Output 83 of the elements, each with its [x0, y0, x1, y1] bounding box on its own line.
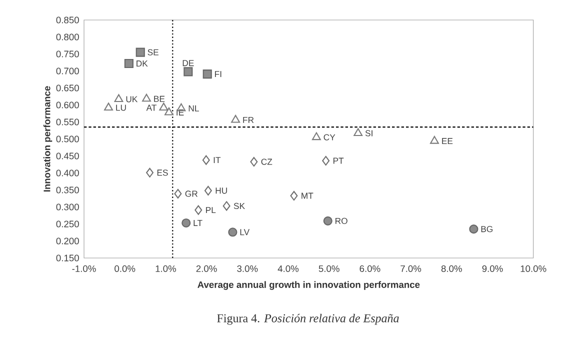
point — [222, 201, 230, 211]
y-tick-label: 0.250 — [56, 220, 79, 228]
point — [228, 228, 238, 237]
annotation: SK — [234, 202, 245, 210]
x-tick-label: 4.0% — [278, 265, 299, 272]
text: Figura 4. Posición relativa de España — [217, 314, 399, 325]
point — [231, 114, 240, 123]
x-tick-label: -1.0% — [72, 265, 96, 272]
x-tick-label: 2.0% — [196, 265, 217, 272]
annotation: UK — [126, 96, 138, 102]
point — [194, 205, 202, 215]
x-tick-label: 0.0% — [114, 265, 136, 272]
x-tick-label: 6.0% — [360, 265, 380, 272]
y-tick-label: 0.400 — [56, 170, 79, 176]
y-tick-label: 0.350 — [56, 186, 79, 194]
point — [104, 102, 113, 111]
annotation: IT — [214, 157, 221, 164]
annotation: PT — [333, 158, 344, 164]
annotation: AT — [146, 104, 157, 111]
y-tick-label: 0.650 — [56, 84, 79, 92]
annotation: DK — [136, 60, 148, 66]
x-tick-label: 10.0% — [520, 265, 546, 272]
annotation: LV — [240, 229, 250, 236]
y-tick-label: 0.850 — [56, 16, 79, 24]
y-tick-label: 0.550 — [56, 118, 79, 126]
point — [322, 156, 330, 166]
x-tick-label: 3.0% — [237, 265, 258, 272]
annotation: MT — [302, 192, 314, 199]
x-tick-label: 8.0% — [441, 265, 462, 272]
annotation: BE — [154, 96, 165, 102]
point — [164, 107, 174, 116]
point — [202, 70, 212, 79]
point — [312, 132, 321, 140]
y-tick-label: 0.450 — [56, 152, 79, 160]
annotation: FI — [215, 71, 222, 78]
y-tick-label: 0.600 — [56, 102, 79, 108]
point — [250, 156, 258, 167]
x-tick-label: 9.0% — [482, 265, 503, 272]
point — [290, 190, 298, 201]
annotation: BG — [481, 226, 492, 232]
point — [159, 102, 168, 111]
point — [174, 188, 182, 199]
y-axis-title: Innovation performance — [43, 86, 52, 192]
annotation: IE — [176, 110, 184, 116]
annotation: LU — [116, 104, 126, 111]
y-tick-label: 0.300 — [56, 204, 79, 210]
point — [114, 94, 124, 102]
point — [430, 136, 439, 144]
annotation: RO — [336, 218, 348, 224]
annotation: ES — [157, 170, 168, 176]
point — [204, 186, 212, 196]
annotation: GR — [185, 190, 198, 197]
point — [182, 218, 191, 228]
point — [184, 67, 193, 76]
y-tick-label: 0.150 — [56, 254, 79, 262]
point — [146, 168, 154, 178]
point — [124, 58, 134, 68]
annotation: PL — [206, 207, 216, 214]
annotation: FR — [243, 116, 254, 123]
point — [469, 224, 478, 234]
point — [202, 155, 210, 165]
annotation: NL — [188, 105, 199, 112]
y-tick-label: 0.200 — [56, 238, 79, 244]
annotation: CZ — [261, 158, 272, 165]
annotation: SE — [148, 49, 158, 56]
x-tick-label: 5.0% — [318, 265, 340, 272]
point — [142, 94, 151, 102]
y-tick-label: 0.750 — [56, 50, 79, 58]
y-tick-label: 0.700 — [56, 68, 79, 74]
annotation: DE — [182, 60, 194, 66]
annotation: CY — [324, 134, 336, 140]
x-tick-label: 7.0% — [400, 265, 422, 272]
annotation: HU — [216, 188, 227, 194]
point — [323, 216, 332, 226]
x-tick-label: 1.0% — [156, 265, 176, 272]
annotation: LT — [194, 220, 202, 226]
point — [136, 48, 145, 57]
y-tick-label: 0.800 — [56, 34, 79, 40]
annotation: SI — [365, 130, 372, 136]
annotation: EE — [442, 138, 453, 144]
x-axis-title: Average annual growth in innovation performance — [198, 281, 420, 290]
point — [354, 128, 363, 136]
y-tick-label: 0.500 — [56, 136, 79, 142]
